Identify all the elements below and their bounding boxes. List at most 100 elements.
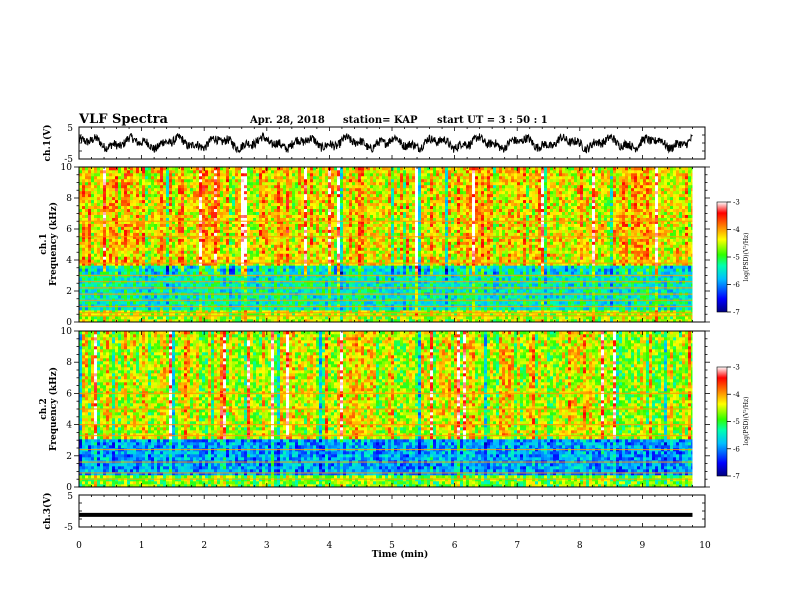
- spectrogram-cell: [577, 256, 581, 260]
- spectrogram-cell: [556, 250, 560, 254]
- spectrogram-cell: [649, 316, 653, 320]
- spectrogram-cell: [97, 262, 101, 266]
- spectrogram-cell: [286, 250, 290, 254]
- spectrogram-cell: [661, 301, 665, 305]
- spectrogram-cell: [631, 301, 635, 305]
- spectrogram-cell: [367, 289, 371, 293]
- spectrogram-cell: [400, 307, 404, 311]
- spectrogram-cell: [475, 262, 479, 266]
- spectrogram-cell: [295, 277, 299, 281]
- spectrogram-cell: [361, 313, 365, 317]
- spectrogram-cell: [529, 304, 533, 308]
- spectrogram-cell: [229, 289, 233, 293]
- spectrogram-cell: [409, 307, 413, 311]
- spectrogram-cell: [271, 268, 275, 272]
- spectrogram-cell: [229, 256, 233, 260]
- spectrogram-cell: [553, 313, 557, 317]
- spectrogram-cell: [547, 319, 551, 323]
- spectrogram-cell: [130, 295, 134, 299]
- spectrogram-cell: [397, 259, 401, 263]
- spectrogram-cell: [448, 253, 452, 257]
- spectrogram-cell: [574, 310, 578, 314]
- spectrogram-cell: [442, 319, 446, 323]
- spectrogram-cell: [583, 316, 587, 320]
- spectrogram-cell: [409, 259, 413, 263]
- spectrogram-cell: [103, 265, 107, 269]
- spectrogram-cell: [406, 316, 410, 320]
- spectrogram-cell: [274, 259, 278, 263]
- spectrogram-cell: [235, 265, 239, 269]
- spectrogram-cell: [142, 310, 146, 314]
- spectrogram-cell: [511, 250, 515, 254]
- spectrogram-cell: [139, 289, 143, 293]
- spectrogram-cell: [502, 307, 506, 311]
- spectrogram-cell: [289, 313, 293, 317]
- spectrogram-cell: [262, 301, 266, 305]
- spectrogram-cell: [277, 250, 281, 254]
- spectrogram-cell: [196, 283, 200, 287]
- spectrogram-cell: [340, 256, 344, 260]
- spectrogram-cell: [355, 304, 359, 308]
- spectrogram-cell: [106, 256, 110, 260]
- spectrogram-cell: [316, 301, 320, 305]
- spectrogram-cell: [448, 259, 452, 263]
- spectrogram-cell: [115, 316, 119, 320]
- spectrogram-cell: [685, 304, 689, 308]
- spectrogram-cell: [577, 295, 581, 299]
- spectrogram-cell: [208, 271, 212, 275]
- spectrogram-cell: [598, 271, 602, 275]
- spectrogram-cell: [85, 259, 89, 263]
- spectrogram-cell: [649, 304, 653, 308]
- spectrogram-cell: [337, 268, 341, 272]
- spectrogram-cell: [502, 289, 506, 293]
- spectrogram-cell: [118, 316, 122, 320]
- spectrogram-cell: [136, 265, 140, 269]
- spectrogram-cell: [457, 265, 461, 269]
- spectrogram-cell: [85, 262, 89, 266]
- spectrogram-cell: [238, 283, 242, 287]
- spectrogram-cell: [517, 265, 521, 269]
- spectrogram-cell: [406, 295, 410, 299]
- spectrogram-cell: [586, 283, 590, 287]
- spectrogram-cell: [277, 307, 281, 311]
- spectrogram-cell: [535, 256, 539, 260]
- spectrogram-cell: [622, 253, 626, 257]
- spectrogram-cell: [328, 289, 332, 293]
- spectrogram-cell: [655, 316, 659, 320]
- spectrogram-cell: [619, 304, 623, 308]
- spectrogram-cell: [550, 301, 554, 305]
- spectrogram-cell: [109, 283, 113, 287]
- spectrogram-cell: [211, 256, 215, 260]
- spectrogram-cell: [307, 265, 311, 269]
- spectrogram-cell: [433, 307, 437, 311]
- spectrogram-cell: [256, 259, 260, 263]
- spectrogram-cell: [322, 277, 326, 281]
- spectrogram-cell: [268, 262, 272, 266]
- spectrogram-cell: [688, 316, 692, 320]
- spectrogram-cell: [157, 301, 161, 305]
- spectrogram-cell: [97, 277, 101, 281]
- spectrogram-cell: [481, 262, 485, 266]
- spectrogram-cell: [496, 307, 500, 311]
- spectrogram-cell: [613, 289, 617, 293]
- spectrogram-cell: [331, 310, 335, 314]
- spectrogram-cell: [514, 310, 518, 314]
- spectrogram-cell: [433, 250, 437, 254]
- spectrogram-cell: [616, 271, 620, 275]
- spectrogram-cell: [403, 256, 407, 260]
- spectrogram-cell: [595, 268, 599, 272]
- spectrogram-cell: [163, 268, 167, 272]
- spectrogram-cell: [214, 313, 218, 317]
- spectrogram-cell: [562, 277, 566, 281]
- spectrogram-cell: [592, 313, 596, 317]
- spectrogram-cell: [547, 265, 551, 269]
- spectrogram-cell: [202, 256, 206, 260]
- spectrogram-cell: [457, 268, 461, 272]
- spectrogram-cell: [454, 310, 458, 314]
- spectrogram-cell: [262, 259, 266, 263]
- spectrogram-cell: [376, 295, 380, 299]
- spectrogram-cell: [274, 250, 278, 254]
- spectrogram-cell: [124, 313, 128, 317]
- spectrogram-cell: [130, 256, 134, 260]
- spectrogram-cell: [400, 304, 404, 308]
